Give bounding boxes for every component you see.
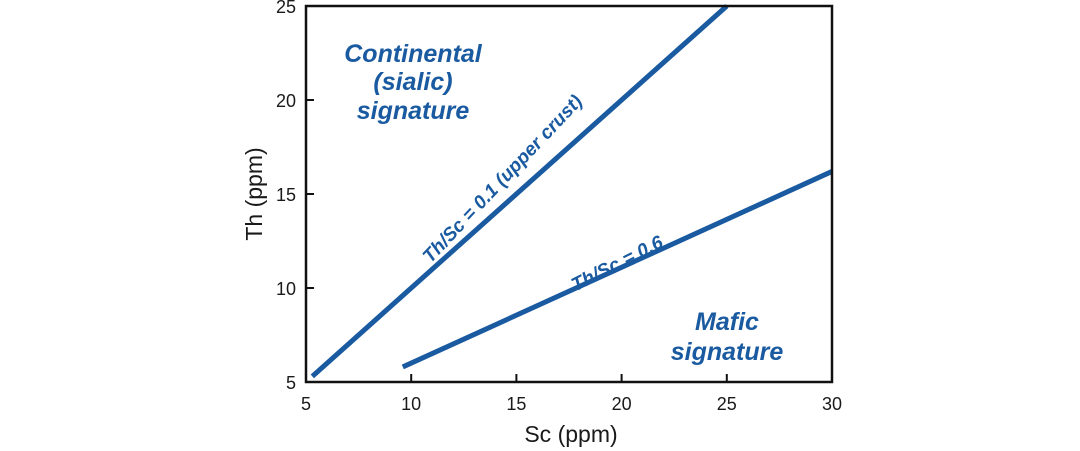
region-label-continental: Continental (sialic) signature	[344, 40, 483, 125]
x-tick-label: 5	[301, 394, 311, 414]
line-label-ratio-0-6: Th/Sc = 0.6	[568, 232, 667, 296]
y-tick-label: 15	[276, 185, 296, 205]
series-layer	[310, 4, 834, 379]
y-axis: 5 10 15 20 25	[276, 0, 314, 393]
series-line-1	[310, 4, 729, 379]
region-label-line: signature	[671, 338, 784, 366]
x-tick-label: 10	[401, 394, 421, 414]
x-tick-label: 15	[506, 394, 526, 414]
x-axis-title: Sc (ppm)	[524, 421, 617, 447]
y-tick-label: 5	[286, 373, 296, 393]
y-tick-label: 10	[276, 279, 296, 299]
region-label-mafic: Mafic signature	[671, 308, 784, 366]
series-line-2	[401, 169, 834, 370]
y-tick-label: 20	[276, 91, 296, 111]
region-label-line: Mafic	[695, 308, 759, 336]
x-tick-label: 30	[822, 394, 842, 414]
x-tick-label: 25	[717, 394, 737, 414]
y-axis-title: Th (ppm)	[241, 147, 267, 240]
y-tick-label: 25	[276, 0, 296, 17]
x-axis: 5 10 15 20 25 30	[301, 374, 842, 414]
region-label-line: (sialic)	[373, 68, 452, 96]
region-label-line: signature	[357, 97, 470, 125]
x-tick-label: 20	[612, 394, 632, 414]
region-label-line: Continental	[344, 40, 483, 68]
